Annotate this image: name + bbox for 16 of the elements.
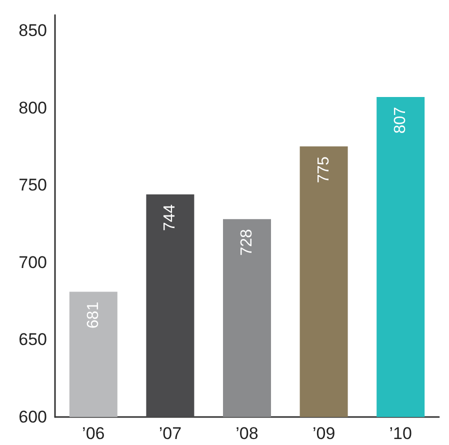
data-label: 807: [392, 106, 410, 134]
data-label: 744: [162, 204, 179, 232]
y-tick-label: 800: [18, 98, 47, 118]
y-tick-label: 650: [18, 330, 47, 350]
y-tick-label: 750: [18, 176, 47, 195]
x-tick-label: ’07: [158, 424, 182, 443]
x-tick-label: ’08: [236, 424, 258, 443]
x-tick-label: ’06: [82, 424, 105, 443]
y-tick-label: 850: [18, 20, 47, 40]
y-tick-label: 600: [18, 408, 47, 426]
data-label: 681: [84, 302, 102, 328]
x-tick-label: ’09: [312, 424, 336, 443]
x-tick-label: ’10: [389, 424, 412, 443]
data-label: 775: [315, 156, 332, 184]
data-label: 728: [238, 229, 256, 256]
y-tick-label: 700: [18, 252, 47, 272]
